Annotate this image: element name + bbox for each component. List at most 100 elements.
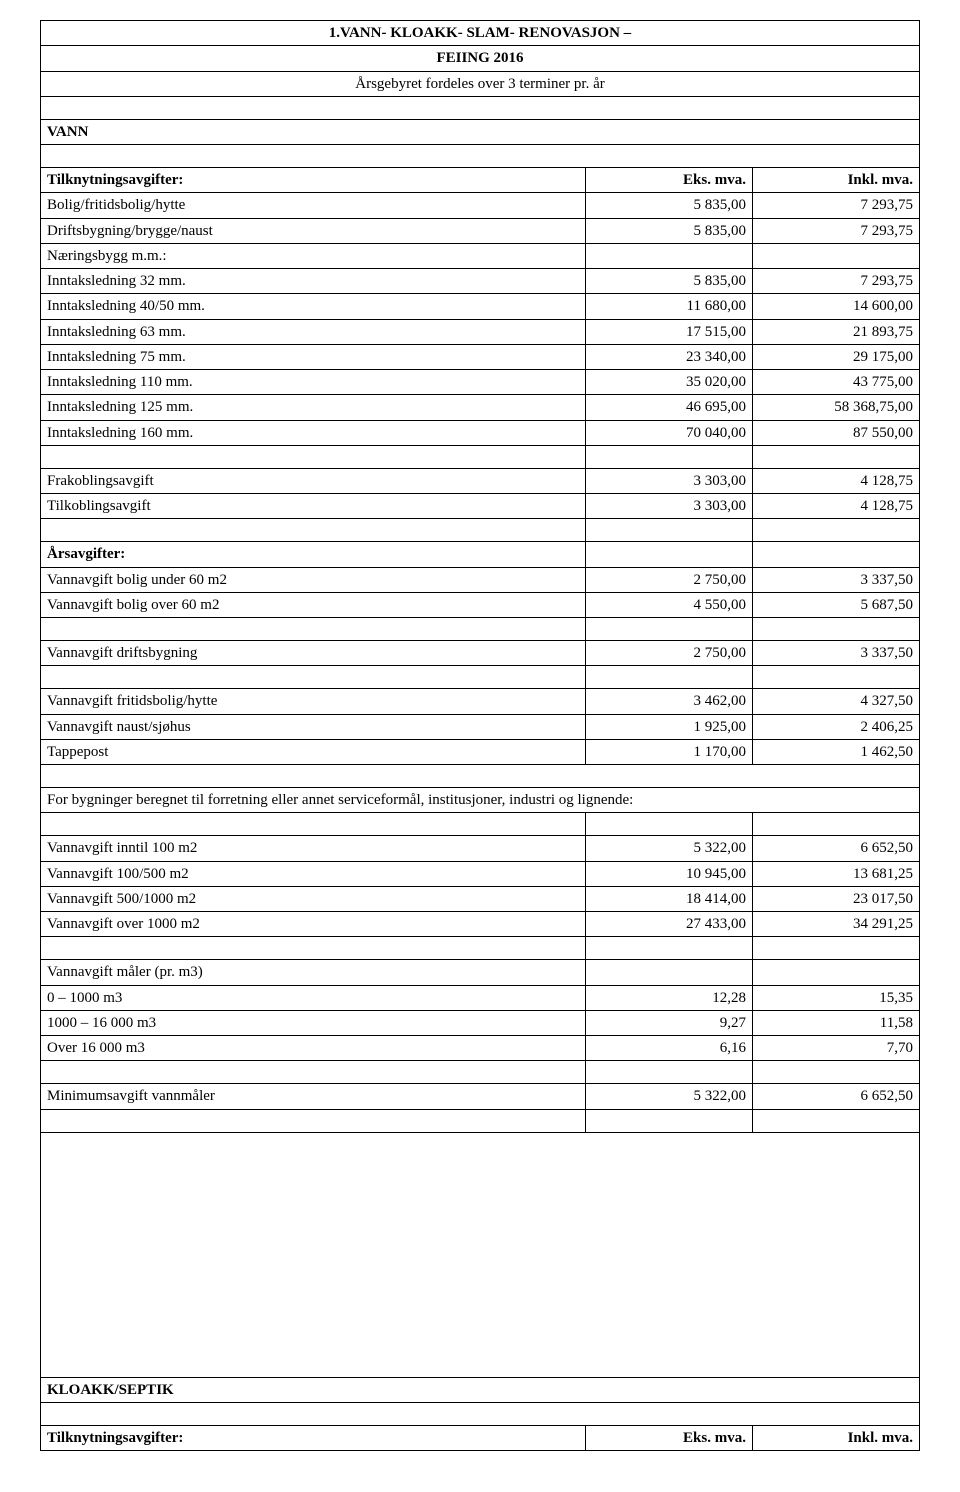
spacer	[41, 813, 586, 836]
ars1-body: Vannavgift bolig under 60 m22 750,003 33…	[41, 567, 920, 618]
spacer	[41, 1109, 586, 1132]
spacer	[752, 445, 919, 468]
kobling-body: Frakoblingsavgift3 303,004 128,75Tilkobl…	[41, 468, 920, 519]
table-row: Inntaksledning 160 mm.70 040,0087 550,00	[41, 420, 920, 445]
row-value-eks: 70 040,00	[585, 420, 752, 445]
table-row: Vannavgift 100/500 m210 945,0013 681,25	[41, 861, 920, 886]
note-text: For bygninger beregnet til forretning el…	[41, 788, 920, 813]
table-row: Bolig/fritidsbolig/hytte5 835,007 293,75	[41, 193, 920, 218]
row-label: Vannavgift over 1000 m2	[41, 912, 586, 937]
table-row: 0 – 1000 m312,2815,35	[41, 985, 920, 1010]
row-value-eks: 46 695,00	[585, 395, 752, 420]
row-value-eks: 5 835,00	[585, 218, 752, 243]
table-row: Tappepost1 170,001 462,50	[41, 739, 920, 764]
table-row: Vannavgift naust/sjøhus1 925,002 406,25	[41, 714, 920, 739]
row-value-eks: 3 303,00	[585, 468, 752, 493]
table-row: Driftsbygning/brygge/naust5 835,007 293,…	[41, 218, 920, 243]
table-row: Næringsbygg m.m.:	[41, 243, 920, 268]
table-row: Vannavgift bolig over 60 m24 550,005 687…	[41, 592, 920, 617]
row-value-eks: 2 750,00	[585, 567, 752, 592]
table-row: Frakoblingsavgift3 303,004 128,75	[41, 468, 920, 493]
table-row: Inntaksledning 40/50 mm.11 680,0014 600,…	[41, 294, 920, 319]
spacer	[41, 618, 586, 641]
row-value-eks: 9,27	[585, 1010, 752, 1035]
spacer	[41, 765, 920, 788]
table-row: Inntaksledning 75 mm.23 340,0029 175,00	[41, 344, 920, 369]
title-line-1: 1.VANN- KLOAKK- SLAM- RENOVASJON –	[41, 21, 920, 46]
minimum-label: Minimumsavgift vannmåler	[41, 1084, 586, 1109]
table-row: Inntaksledning 125 mm.46 695,0058 368,75…	[41, 395, 920, 420]
row-label: Inntaksledning 125 mm.	[41, 395, 586, 420]
row-value-inkl: 4 128,75	[752, 468, 919, 493]
row-value-inkl: 21 893,75	[752, 319, 919, 344]
row-label: Inntaksledning 160 mm.	[41, 420, 586, 445]
row-label: Vannavgift naust/sjøhus	[41, 714, 586, 739]
row-value-inkl: 87 550,00	[752, 420, 919, 445]
row-value-inkl: 4 128,75	[752, 494, 919, 519]
maler-body: 0 – 1000 m312,2815,351000 – 16 000 m39,2…	[41, 985, 920, 1061]
col-eks-header: Eks. mva.	[585, 168, 752, 193]
arsavgifter-header: Årsavgifter:	[41, 542, 586, 567]
row-value-inkl	[752, 243, 919, 268]
table-row: Inntaksledning 63 mm.17 515,0021 893,75	[41, 319, 920, 344]
spacer	[585, 937, 752, 960]
table-row: Vannavgift over 1000 m227 433,0034 291,2…	[41, 912, 920, 937]
title-line-2: FEIING 2016	[41, 46, 920, 71]
row-label: 1000 – 16 000 m3	[41, 1010, 586, 1035]
row-label: Inntaksledning 110 mm.	[41, 370, 586, 395]
row-label: Bolig/fritidsbolig/hytte	[41, 193, 586, 218]
row-value-eks: 10 945,00	[585, 861, 752, 886]
row-value-eks: 4 550,00	[585, 592, 752, 617]
spacer	[585, 618, 752, 641]
vann-section-header: VANN	[41, 119, 920, 144]
empty-cell	[752, 960, 919, 985]
empty-cell	[752, 542, 919, 567]
minimum-v2: 6 652,50	[752, 1084, 919, 1109]
row-value-eks: 6,16	[585, 1036, 752, 1061]
table-row: Inntaksledning 32 mm.5 835,007 293,75	[41, 269, 920, 294]
spacer	[752, 618, 919, 641]
table-row: Over 16 000 m36,167,70	[41, 1036, 920, 1061]
row-value-inkl: 1 462,50	[752, 739, 919, 764]
spacer	[41, 445, 586, 468]
row-value-inkl: 11,58	[752, 1010, 919, 1035]
row-label: Tilkoblingsavgift	[41, 494, 586, 519]
row-value-inkl: 14 600,00	[752, 294, 919, 319]
table-row: Tilkoblingsavgift3 303,004 128,75	[41, 494, 920, 519]
row-label: Vannavgift fritidsbolig/hytte	[41, 689, 586, 714]
table-row: Inntaksledning 110 mm.35 020,0043 775,00	[41, 370, 920, 395]
row-label: Frakoblingsavgift	[41, 468, 586, 493]
subtitle: Årsgebyret fordeles over 3 terminer pr. …	[41, 71, 920, 96]
ars3-body: Vannavgift fritidsbolig/hytte3 462,004 3…	[41, 689, 920, 765]
table-row: Vannavgift bolig under 60 m22 750,003 33…	[41, 567, 920, 592]
fee-table: 1.VANN- KLOAKK- SLAM- RENOVASJON – FEIIN…	[40, 20, 920, 1451]
row-value-inkl: 7 293,75	[752, 218, 919, 243]
spacer	[752, 937, 919, 960]
table-row: 1000 – 16 000 m39,2711,58	[41, 1010, 920, 1035]
table-row: Vannavgift driftsbygning2 750,003 337,50	[41, 641, 920, 666]
row-value-eks: 2 750,00	[585, 641, 752, 666]
row-label: Inntaksledning 40/50 mm.	[41, 294, 586, 319]
kloakk-eks-header: Eks. mva.	[585, 1425, 752, 1450]
row-value-inkl: 13 681,25	[752, 861, 919, 886]
big-gap	[41, 1132, 920, 1377]
row-value-inkl: 34 291,25	[752, 912, 919, 937]
row-value-inkl: 43 775,00	[752, 370, 919, 395]
maler-header: Vannavgift måler (pr. m3)	[41, 960, 586, 985]
spacer	[41, 666, 586, 689]
spacer	[585, 666, 752, 689]
spacer	[585, 813, 752, 836]
row-label: Vannavgift bolig under 60 m2	[41, 567, 586, 592]
spacer	[41, 519, 586, 542]
kloakk-section-header: KLOAKK/SEPTIK	[41, 1377, 920, 1402]
row-label: Vannavgift 100/500 m2	[41, 861, 586, 886]
row-value-inkl: 23 017,50	[752, 886, 919, 911]
tilknytning-body: Bolig/fritidsbolig/hytte5 835,007 293,75…	[41, 193, 920, 446]
row-value-inkl: 7 293,75	[752, 193, 919, 218]
row-value-eks: 3 303,00	[585, 494, 752, 519]
ars2-body: Vannavgift driftsbygning2 750,003 337,50	[41, 641, 920, 666]
spacer	[752, 666, 919, 689]
spacer	[41, 145, 920, 168]
empty-cell	[585, 542, 752, 567]
spacer	[585, 1061, 752, 1084]
